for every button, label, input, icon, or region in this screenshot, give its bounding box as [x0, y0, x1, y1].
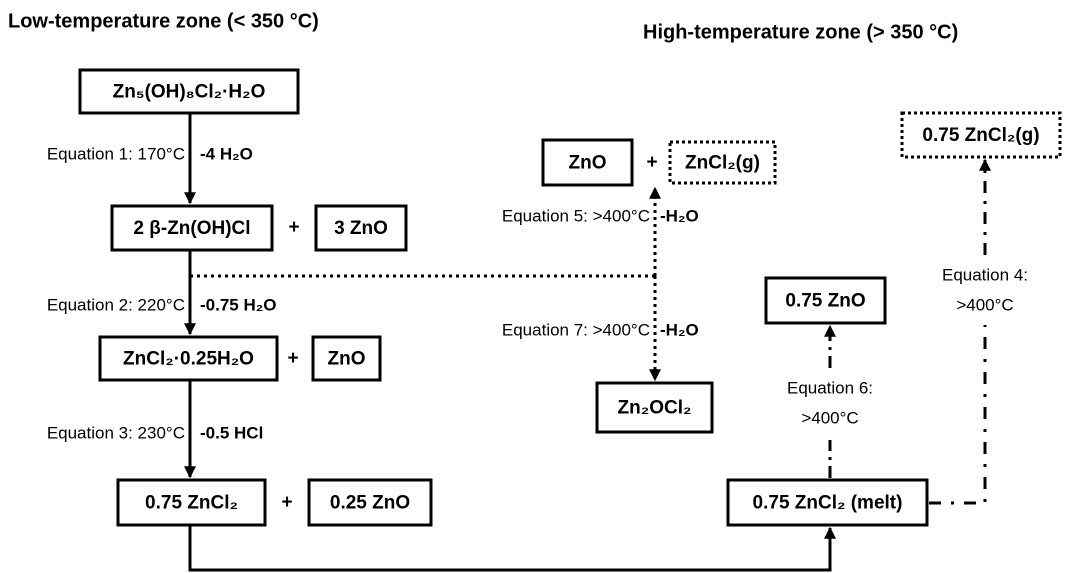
edge-loss: -4 H₂O: [200, 144, 253, 163]
edge-label: >400°C: [801, 408, 858, 427]
node-label: 3 ZnO: [334, 218, 388, 239]
edge-label: Equation 2: 220°C: [47, 295, 185, 314]
node-box: [307, 478, 433, 527]
edge-loss: -0.75 H₂O: [200, 295, 277, 314]
node-box: [900, 111, 1062, 159]
node-label: 0.75 ZnCl₂: [145, 493, 238, 514]
edge-loss: -H₂O: [660, 206, 699, 225]
edge-label: Equation 4:: [942, 265, 1028, 284]
node-box: [541, 138, 634, 187]
node-box: [116, 478, 267, 527]
node-label: 2 β-Zn(OH)Cl: [133, 218, 250, 239]
node-box: [311, 335, 382, 382]
node-label: ZnO: [328, 349, 366, 370]
dashdot-line: [929, 325, 987, 505]
node-box: [764, 276, 887, 325]
edge-label: Equation 7: >400°C: [502, 320, 650, 339]
heading-low: Low-temperature zone (< 350 °C): [8, 10, 319, 32]
node-box: [668, 140, 777, 185]
node-box: [110, 204, 274, 252]
edge-label: Equation 6:: [787, 378, 873, 397]
node-box: [314, 204, 408, 252]
node-label: ZnO: [569, 153, 607, 174]
arrow: [188, 525, 836, 572]
plus-sign: +: [281, 492, 292, 513]
edge-label: Equation 3: 230°C: [47, 423, 185, 442]
node-label: Zn₅(OH)₈Cl₂·H₂O: [113, 82, 266, 103]
node-label: 0.75 ZnCl₂(g): [922, 125, 1039, 146]
edge-loss: -0.5 HCl: [200, 423, 263, 442]
node-label: Zn₂OCl₂: [618, 398, 692, 419]
node-label: ZnCl₂·0.25H₂O: [123, 349, 254, 370]
node-box: [726, 478, 929, 527]
edge-loss: -H₂O: [660, 320, 699, 339]
edge-label: Equation 1: 170°C: [47, 144, 185, 163]
edge-label: Equation 5: >400°C: [502, 206, 650, 225]
edge-label: >400°C: [956, 295, 1013, 314]
connectors: [184, 113, 991, 572]
plus-sign: +: [287, 348, 298, 369]
node-label: 0.75 ZnO: [785, 291, 865, 312]
plus-sign: +: [646, 152, 657, 173]
node-box: [98, 335, 279, 382]
plus-sign: +: [288, 217, 299, 238]
node-label: 0.75 ZnCl₂ (melt): [753, 493, 903, 514]
heading-high: High-temperature zone (> 350 °C): [643, 21, 958, 43]
node-label: 0.25 ZnO: [330, 493, 410, 514]
node-box: [78, 68, 300, 115]
node-box: [595, 381, 714, 434]
node-label: ZnCl₂(g): [685, 153, 760, 174]
